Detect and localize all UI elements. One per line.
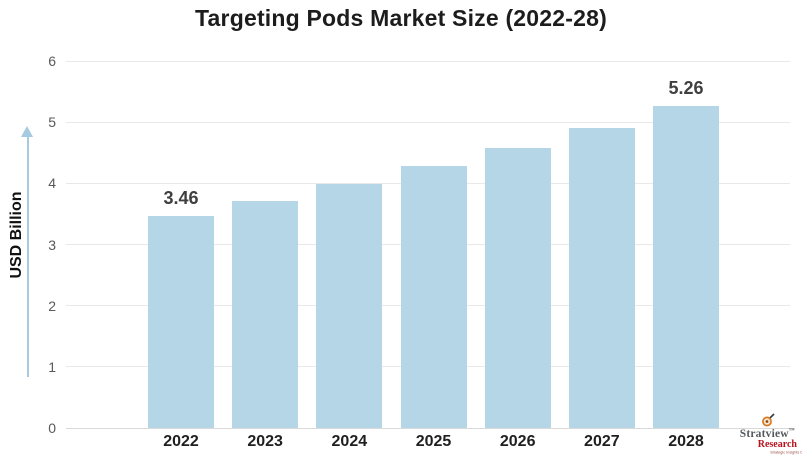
year-label-2026: 2026 [499,433,536,450]
bar-2026 [484,147,551,428]
y-tick-2: 2 [48,297,56,314]
trademark-symbol: ™ [788,428,795,435]
bar-2027 [568,127,635,428]
gridline-5 [66,121,790,123]
year-label-2024: 2024 [331,433,368,450]
chart-title: Targeting Pods Market Size (2022-28) [195,5,607,31]
bar-2028 [653,106,720,428]
y-tick-3: 3 [48,236,56,253]
gridline-6 [66,60,790,62]
logo-name: Stratview™ [739,428,795,440]
y-tick-4: 4 [48,175,56,192]
y-tick-5: 5 [48,114,56,131]
y-tick-6: 6 [48,53,56,69]
y-axis-label: USD Billion [8,191,25,279]
plot-area: 3.46 5.26 [66,60,790,429]
bar-value-label-2022: 3.46 [163,188,199,209]
logo-tagline: Strategic Insights Delivered [770,450,802,455]
y-tick-1: 1 [48,358,56,375]
year-label-2022: 2022 [163,433,199,450]
bar-2024 [316,183,383,428]
bar-2025 [400,166,467,428]
bar-value-label-2028: 5.26 [668,78,704,99]
year-label-2023: 2023 [247,433,283,450]
y-tick-0: 0 [48,420,56,436]
year-label-2028: 2028 [668,433,704,450]
year-label-2025: 2025 [415,433,452,450]
logo-division: Research [757,439,797,450]
stratview-logo: Stratview™ Research Strategic Insights D… [723,413,802,457]
y-axis-arrow-line [27,137,29,377]
bar-2022 [148,216,214,428]
gridline-0 [66,427,790,429]
y-axis-arrow-icon [21,126,33,137]
year-label-2027: 2027 [584,433,620,450]
magnifier-icon [762,413,775,427]
bar-2023 [232,201,299,428]
